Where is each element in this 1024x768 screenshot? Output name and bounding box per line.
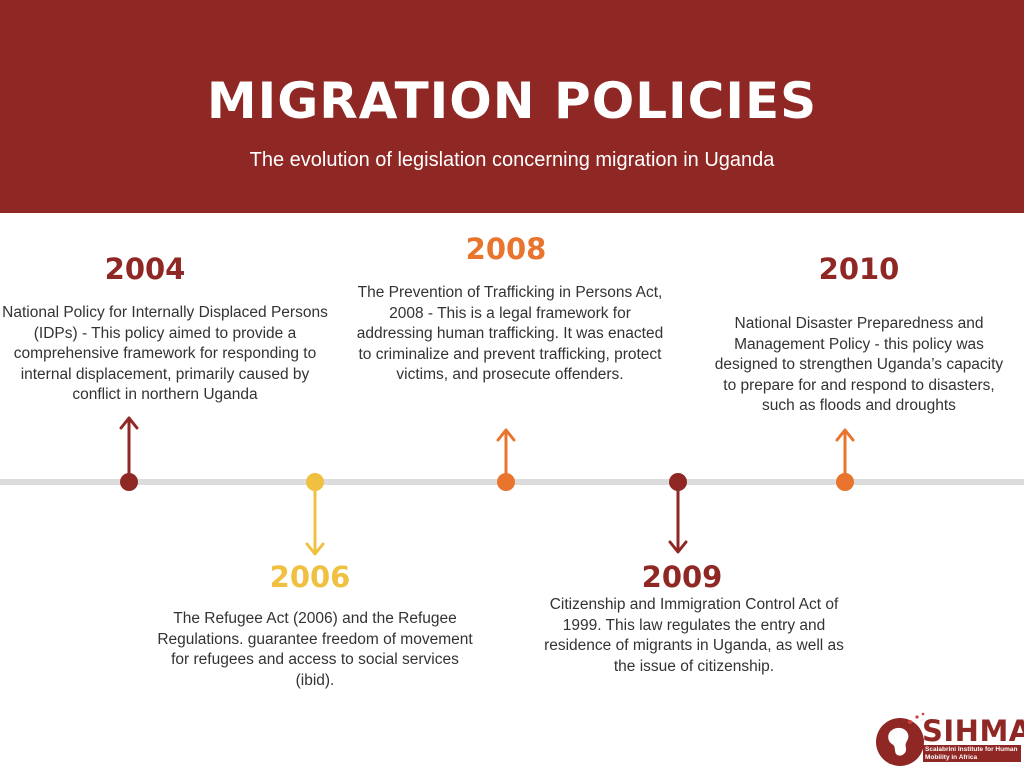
- page-title: MIGRATION POLICIES: [206, 72, 818, 130]
- event-description-2010: National Disaster Preparedness and Manag…: [714, 315, 1004, 414]
- timeline-axis: [0, 479, 1024, 485]
- event-year-2010: 2010: [818, 252, 900, 286]
- event-year-2008: 2008: [465, 232, 547, 266]
- logo-name: SIHMA: [922, 714, 1024, 748]
- event-description-2004: National Policy for Internally Displaced…: [2, 304, 328, 403]
- header-banner: MIGRATION POLICIES The evolution of legi…: [0, 0, 1024, 213]
- event-description-2006: The Refugee Act (2006) and the Refugee R…: [157, 610, 473, 689]
- event-description-2008: The Prevention of Trafficking in Persons…: [356, 284, 664, 383]
- event-year-2004: 2004: [104, 252, 186, 286]
- event-description-2009: Citizenship and Immigration Control Act …: [544, 596, 844, 675]
- event-year-2009: 2009: [641, 560, 723, 594]
- sihma-logo: [876, 712, 925, 766]
- event-year-2006: 2006: [269, 560, 351, 594]
- logo-tagline: Scalabrini Institute for Human Mobility …: [923, 745, 1021, 762]
- page-subtitle: The evolution of legislation concerning …: [249, 149, 775, 171]
- connector-2006: [305, 473, 325, 556]
